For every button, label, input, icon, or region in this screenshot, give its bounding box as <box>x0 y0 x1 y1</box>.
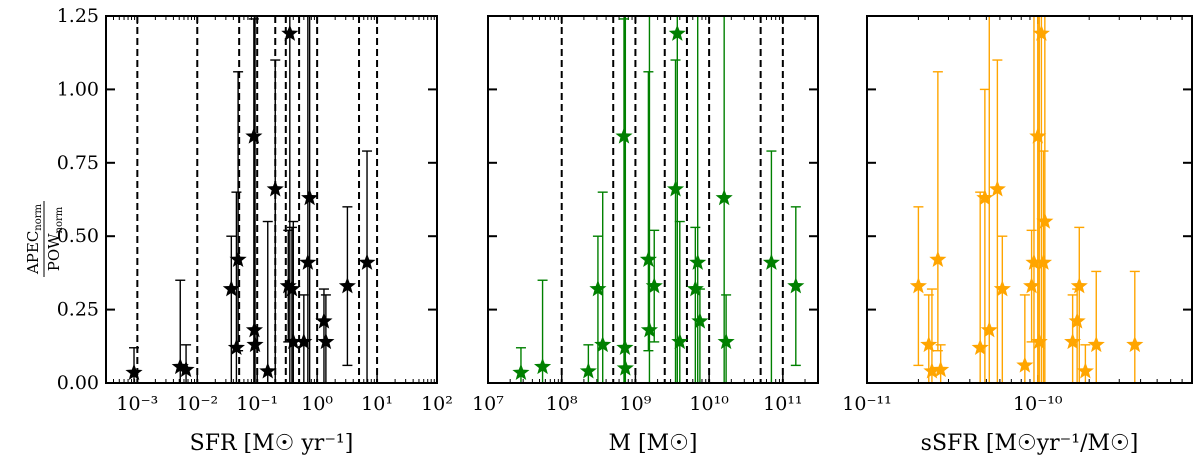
data-point-star <box>640 321 658 338</box>
panel-mass: 10⁷ 10⁸ 10⁹ 10¹⁰ 10¹¹ M [M☉] <box>472 15 819 456</box>
data-point-star <box>125 363 143 381</box>
data-point-star <box>715 189 733 206</box>
data-point-star <box>1036 212 1054 229</box>
y-tick-label: 0.50 <box>57 225 99 247</box>
data-point-star <box>980 321 998 338</box>
data-point-star <box>301 189 319 206</box>
plot-frame <box>866 15 1193 384</box>
x-tick-label: 10⁻¹⁰ <box>1013 393 1063 415</box>
data-point-star <box>929 250 947 267</box>
data-point-star <box>988 180 1006 197</box>
y-tick-label: 1.25 <box>57 5 99 27</box>
data-point-star <box>971 338 989 356</box>
data-point-star <box>932 360 950 378</box>
data-point-star <box>177 360 195 378</box>
data-point-star <box>1025 253 1043 270</box>
data-point-star <box>1030 332 1048 350</box>
x-axis-label: sSFR [M☉yr⁻¹/M☉] <box>921 431 1139 456</box>
data-point-star <box>993 280 1011 297</box>
data-point-star <box>1076 362 1094 379</box>
x-tick-label: 10⁷ <box>472 393 504 415</box>
data-point-star <box>1016 356 1034 373</box>
data-point-star <box>589 280 607 297</box>
data-point-star <box>686 280 704 297</box>
x-tick-label: 10⁹ <box>620 393 652 415</box>
data-point-star <box>283 280 301 297</box>
panel-sfr: 10⁻³ 10⁻² 10⁻¹ 10⁰ 10¹ 10² 0.00 0.25 0.50 0.75 1.0… <box>57 5 453 456</box>
x-tick-label: 10¹¹ <box>763 393 802 415</box>
data-point-star <box>689 253 707 270</box>
data-point-star <box>1068 312 1086 329</box>
panel-ssfr: 10⁻¹¹ 10⁻¹⁰ sSFR [M☉yr⁻¹/M☉] <box>842 15 1193 456</box>
data-point-star <box>1023 277 1041 294</box>
data-point-star <box>284 332 302 350</box>
data-point-star <box>1064 332 1082 350</box>
data-point-star <box>1032 24 1050 41</box>
plot-frame <box>105 15 438 384</box>
x-axis-label: SFR [M☉ yr⁻¹] <box>190 431 354 456</box>
y-tick-label: 0.25 <box>57 299 99 321</box>
data-point-star <box>315 312 333 329</box>
data-point-star <box>512 363 530 381</box>
data-point-star <box>671 332 689 350</box>
data-point-star <box>317 332 335 350</box>
data-point-star <box>1126 335 1144 353</box>
data-point-star <box>246 335 264 353</box>
x-axis-label: M [M☉] <box>609 431 698 456</box>
data-point-star <box>666 180 685 197</box>
data-point-star <box>281 24 299 41</box>
data-point-star <box>534 357 552 375</box>
data-point-star <box>171 357 189 375</box>
data-point-star <box>1029 127 1047 144</box>
data-point-star <box>266 180 284 197</box>
x-tick-label: 10⁻³ <box>116 393 158 415</box>
x-tick-label: 10¹⁰ <box>689 393 729 415</box>
x-tick-label: 10⁻² <box>176 393 218 415</box>
data-point-star <box>222 280 240 297</box>
y-tick-label: 1.00 <box>57 78 99 100</box>
x-tick-label: 10² <box>421 393 453 415</box>
data-point-star <box>909 277 927 294</box>
x-tick-label: 10⁰ <box>301 393 333 415</box>
data-point-star <box>1070 277 1088 294</box>
data-point-star <box>920 335 938 353</box>
data-point-star <box>691 312 709 329</box>
data-point-star <box>616 359 634 376</box>
data-point-star <box>299 253 317 270</box>
data-point-star <box>668 24 686 41</box>
data-point-star <box>762 253 780 270</box>
y-tick-label: 0.00 <box>57 372 99 394</box>
x-tick-label: 10⁸ <box>546 393 578 415</box>
data-point-star <box>358 253 376 270</box>
y-axis-title: APECnorm POWnorm <box>24 201 65 277</box>
y-tick-label: 0.75 <box>57 152 99 174</box>
data-point-star <box>579 362 597 379</box>
data-point-star <box>594 335 612 353</box>
data-point-star <box>229 250 247 267</box>
data-point-star <box>1087 335 1105 353</box>
plot-frame <box>487 15 819 384</box>
data-point-star <box>227 338 245 356</box>
data-point-star <box>976 189 994 206</box>
data-point-star <box>295 332 313 350</box>
y-axis-label-numerator: APECnorm <box>24 203 44 275</box>
data-point-star <box>615 127 633 144</box>
data-point-star <box>1034 253 1053 270</box>
x-tick-label: 10⁻¹ <box>236 393 278 415</box>
y-axis-label-denominator: POWnorm <box>45 206 65 271</box>
data-point-star <box>717 332 735 350</box>
x-tick-label: 10⁻¹¹ <box>842 393 891 415</box>
data-point-star <box>259 362 277 379</box>
data-point-star <box>645 277 663 294</box>
data-point-star <box>639 250 657 267</box>
data-point-star <box>338 277 356 294</box>
x-tick-label: 10¹ <box>361 393 393 415</box>
data-point-star <box>923 362 941 379</box>
data-point-star <box>787 277 805 294</box>
data-point-star <box>279 277 297 294</box>
